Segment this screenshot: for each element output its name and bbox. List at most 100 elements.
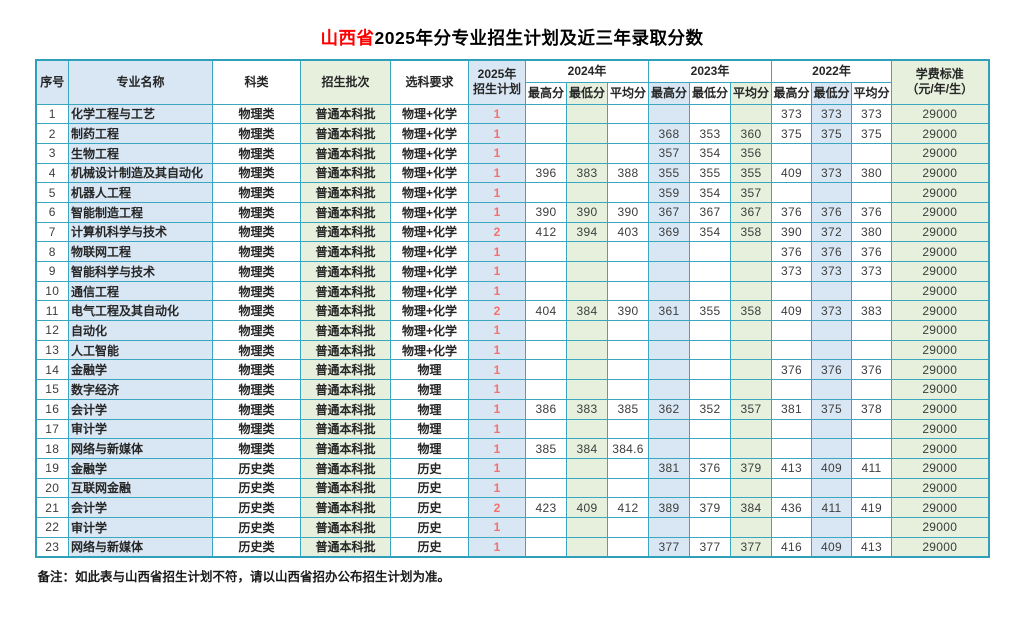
cell-2023-max: 389 xyxy=(648,497,690,518)
cell-fee: 29000 xyxy=(891,457,989,479)
cell-2024-max xyxy=(525,280,567,302)
table-row: 3 生物工程 物理类 普通本科批 物理+化学 1 357 354 356 29000 xyxy=(35,142,989,164)
cell-2024-avg: 403 xyxy=(607,221,649,243)
cell-2024-min xyxy=(566,123,608,144)
cell-plan-2025: 1 xyxy=(468,201,526,223)
cell-2024-max xyxy=(525,457,567,479)
table-row: 7 计算机科学与技术 物理类 普通本科批 物理+化学 2 412 394 403 369 354 35… xyxy=(35,221,989,243)
cell-2024-avg: 412 xyxy=(607,497,649,518)
cell-category: 物理类 xyxy=(212,398,301,420)
cell-fee: 29000 xyxy=(891,162,989,184)
cell-plan-2025: 1 xyxy=(468,182,526,203)
cell-requirement: 物理+化学 xyxy=(390,339,469,361)
table-row: 1 化学工程与工艺 物理类 普通本科批 物理+化学 1 373 373 373 29000 xyxy=(35,103,989,125)
cell-major: 化学工程与工艺 xyxy=(68,103,213,125)
cell-2023-max: 361 xyxy=(648,300,690,322)
cell-requirement: 物理+化学 xyxy=(390,221,469,243)
col-header-year-2024: 2024年 xyxy=(525,59,649,83)
cell-2024-min xyxy=(566,379,608,400)
cell-batch: 普通本科批 xyxy=(300,320,391,341)
cell-plan-2025: 1 xyxy=(468,438,526,459)
cell-no: 19 xyxy=(35,457,69,479)
cell-2022-avg: 380 xyxy=(851,221,892,243)
cell-plan-2025: 1 xyxy=(468,280,526,302)
cell-2022-avg xyxy=(851,142,892,164)
title-rest: 2025年分专业招生计划及近三年录取分数 xyxy=(374,28,704,48)
cell-major: 网络与新媒体 xyxy=(68,536,213,558)
cell-batch: 普通本科批 xyxy=(300,536,391,558)
cell-batch: 普通本科批 xyxy=(300,457,391,479)
cell-category: 物理类 xyxy=(212,300,301,322)
cell-category: 物理类 xyxy=(212,438,301,459)
cell-2022-avg xyxy=(851,339,892,361)
cell-category: 历史类 xyxy=(212,497,301,518)
cell-batch: 普通本科批 xyxy=(300,261,391,282)
cell-2024-avg xyxy=(607,536,649,558)
cell-2023-min: 352 xyxy=(689,398,731,420)
col-header-year-2022: 2022年 xyxy=(771,59,892,83)
cell-2023-min: 376 xyxy=(689,457,731,479)
cell-no: 20 xyxy=(35,477,69,499)
cell-fee: 29000 xyxy=(891,182,989,203)
cell-no: 3 xyxy=(35,142,69,164)
col-header-category: 科类 xyxy=(212,59,301,105)
cell-major: 机械设计制造及其自动化 xyxy=(68,162,213,184)
cell-batch: 普通本科批 xyxy=(300,398,391,420)
cell-2022-max xyxy=(771,280,812,302)
cell-2022-avg xyxy=(851,438,892,459)
cell-2024-max xyxy=(525,103,567,125)
cell-plan-2025: 1 xyxy=(468,477,526,499)
cell-major: 智能制造工程 xyxy=(68,201,213,223)
cell-2024-avg: 385 xyxy=(607,398,649,420)
cell-2022-avg: 376 xyxy=(851,241,892,262)
cell-requirement: 历史 xyxy=(390,477,469,499)
cell-plan-2025: 2 xyxy=(468,300,526,322)
cell-requirement: 物理+化学 xyxy=(390,300,469,322)
cell-2024-max: 396 xyxy=(525,162,567,184)
cell-requirement: 历史 xyxy=(390,536,469,558)
cell-requirement: 物理+化学 xyxy=(390,201,469,223)
cell-2024-min: 409 xyxy=(566,497,608,518)
cell-2023-min xyxy=(689,103,731,125)
cell-2023-avg xyxy=(730,359,772,381)
cell-fee: 29000 xyxy=(891,320,989,341)
cell-2022-max: 373 xyxy=(771,103,812,125)
cell-2024-avg xyxy=(607,320,649,341)
cell-requirement: 历史 xyxy=(390,516,469,538)
col-header-2024-avg: 平均分 xyxy=(607,81,649,105)
cell-2023-min: 354 xyxy=(689,182,731,203)
cell-2023-max xyxy=(648,280,690,302)
cell-requirement: 物理+化学 xyxy=(390,162,469,184)
cell-requirement: 物理+化学 xyxy=(390,103,469,125)
cell-2023-max: 359 xyxy=(648,182,690,203)
cell-fee: 29000 xyxy=(891,280,989,302)
cell-2023-avg xyxy=(730,320,772,341)
cell-fee: 29000 xyxy=(891,221,989,243)
cell-2024-min xyxy=(566,280,608,302)
cell-2023-min: 354 xyxy=(689,221,731,243)
cell-major: 电气工程及其自动化 xyxy=(68,300,213,322)
cell-2024-min xyxy=(566,477,608,499)
cell-2024-min xyxy=(566,182,608,203)
admission-score-table: 序号 专业名称 科类 招生批次 选科要求 2025年 招生计划 2024年 20… xyxy=(34,59,990,558)
cell-2024-max xyxy=(525,142,567,164)
cell-2022-min: 372 xyxy=(811,221,852,243)
cell-2023-min xyxy=(689,516,731,538)
cell-2023-max xyxy=(648,261,690,282)
cell-2023-avg: 357 xyxy=(730,398,772,420)
cell-2022-avg xyxy=(851,280,892,302)
cell-major: 会计学 xyxy=(68,398,213,420)
cell-2022-min xyxy=(811,379,852,400)
cell-no: 18 xyxy=(35,438,69,459)
cell-2022-avg xyxy=(851,418,892,440)
cell-2022-avg: 380 xyxy=(851,162,892,184)
cell-2023-min xyxy=(689,261,731,282)
table-row: 17 审计学 物理类 普通本科批 物理 1 29000 xyxy=(35,418,989,440)
cell-plan-2025: 1 xyxy=(468,457,526,479)
cell-2024-min xyxy=(566,339,608,361)
cell-plan-2025: 1 xyxy=(468,261,526,282)
cell-2023-min: 367 xyxy=(689,201,731,223)
cell-batch: 普通本科批 xyxy=(300,300,391,322)
cell-2024-avg xyxy=(607,516,649,538)
cell-plan-2025: 1 xyxy=(468,359,526,381)
